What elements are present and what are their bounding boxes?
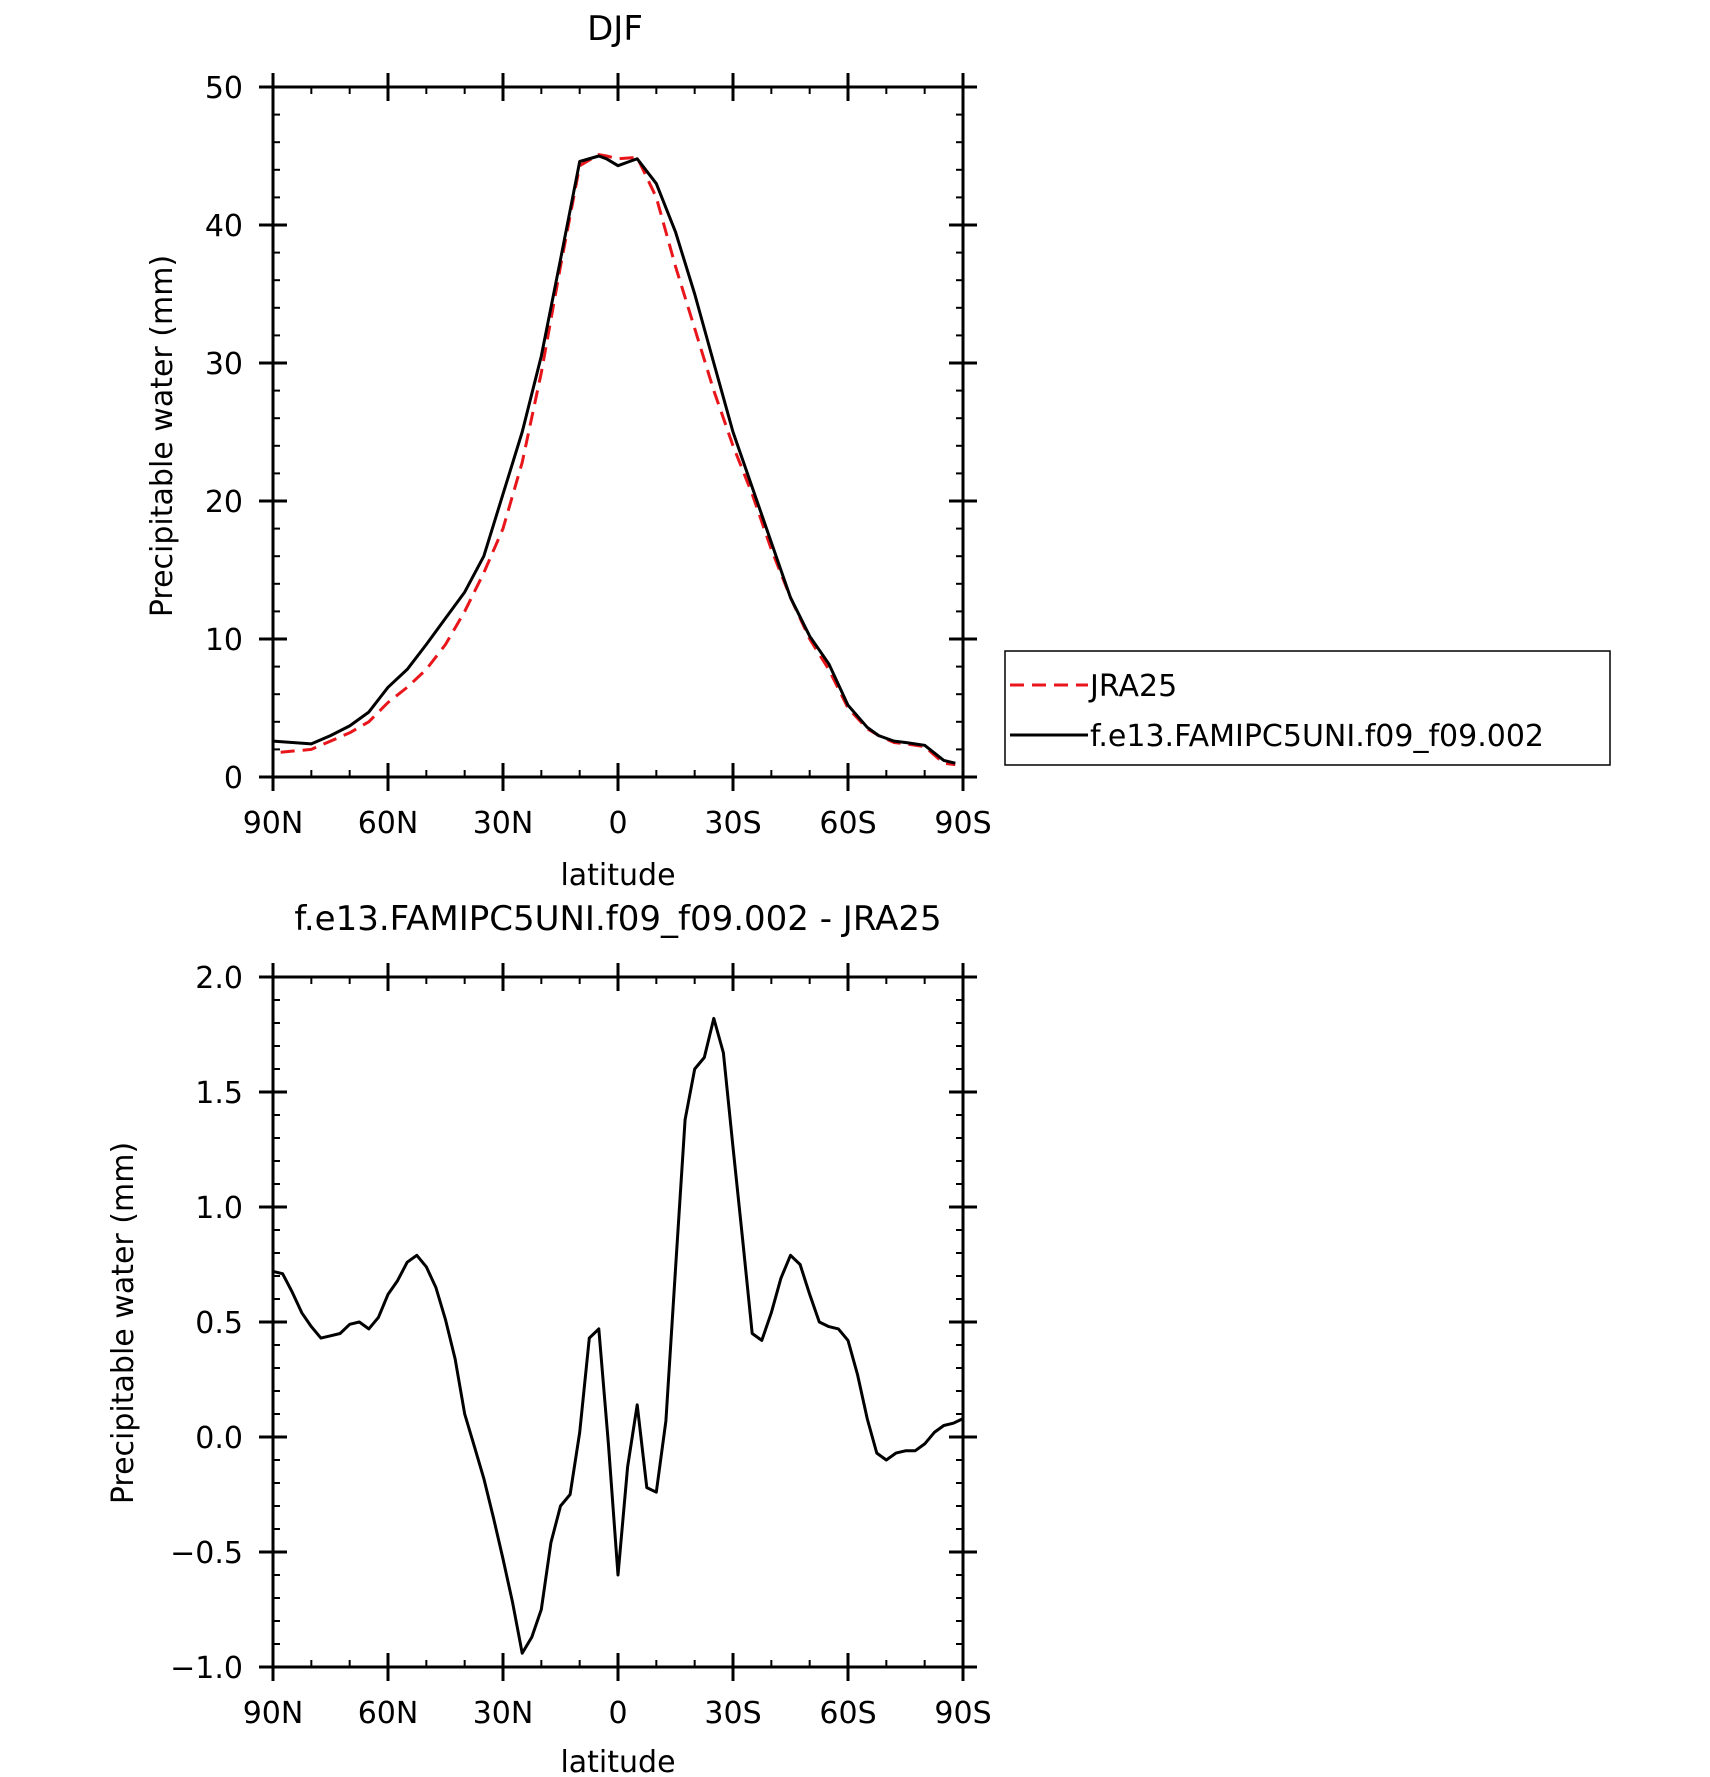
x-tick-label: 90S <box>934 806 991 841</box>
y-tick-label: −0.5 <box>170 1536 243 1571</box>
top-chart-y-axis-label: Precipitable water (mm) <box>145 255 180 617</box>
y-tick-label: 0.5 <box>195 1306 243 1341</box>
top-chart-series <box>272 153 956 767</box>
x-tick-label: 90S <box>934 1696 991 1731</box>
y-tick-label: 1.0 <box>195 1191 243 1226</box>
y-tick-label: −1.0 <box>170 1651 243 1686</box>
top-chart-title: DJF <box>587 9 643 49</box>
y-tick-label: 2.0 <box>195 961 243 996</box>
x-tick-label: 60N <box>358 806 419 841</box>
y-tick-label: 0.0 <box>195 1421 243 1456</box>
y-tick-label: 50 <box>205 71 243 106</box>
top-chart-x-axis-label: latitude <box>560 858 675 893</box>
legend-label-jra25: JRA25 <box>1088 669 1177 704</box>
bottom-chart-ticks: 90N 60N 30N 0 30S 60S 90S −1.0 −0.5 0.0 0.5 1.0 1.5 2… <box>170 961 991 1731</box>
bottom-chart-title: f.e13.FAMIPC5UNI.f09_f09.002 - JRA25 <box>294 899 941 939</box>
bottom-chart: f.e13.FAMIPC5UNI.f09_f09.002 - JRA25 lat… <box>106 899 992 1777</box>
series-line-f-e13-famipc5uni-f09-f09-002 <box>272 154 956 765</box>
x-tick-label: 60S <box>819 806 876 841</box>
legend-label-model: f.e13.FAMIPC5UNI.f09_f09.002 <box>1090 719 1544 754</box>
y-tick-label: 10 <box>205 623 243 658</box>
y-tick-label: 1.5 <box>195 1076 243 1111</box>
top-chart-ticks: 90N 60N 30N 0 30S 60S 90S 0 10 20 30 40 50 <box>205 71 992 841</box>
bottom-chart-x-axis-label: latitude <box>560 1745 675 1777</box>
x-tick-label: 30S <box>704 1696 761 1731</box>
top-chart-plot-frame <box>271 85 965 779</box>
x-tick-label: 0 <box>608 806 627 841</box>
y-tick-label: 0 <box>224 761 243 796</box>
y-tick-label: 20 <box>205 485 243 520</box>
x-tick-label: 90N <box>243 1696 304 1731</box>
y-tick-label: 30 <box>205 347 243 382</box>
y-tick-label: 40 <box>205 209 243 244</box>
bottom-chart-y-axis-label: Precipitable water (mm) <box>106 1142 141 1504</box>
x-tick-label: 0 <box>608 1696 627 1731</box>
legend: JRA25 f.e13.FAMIPC5UNI.f09_f09.002 <box>1004 650 1611 766</box>
x-tick-label: 30N <box>473 806 534 841</box>
x-tick-label: 60S <box>819 1696 876 1731</box>
bottom-chart-series <box>272 1016 964 1655</box>
x-tick-label: 60N <box>358 1696 419 1731</box>
x-tick-label: 90N <box>243 806 304 841</box>
series-line-jra25 <box>280 153 956 767</box>
series-line-difference <box>272 1016 964 1655</box>
legend-box <box>1004 650 1611 766</box>
x-tick-label: 30N <box>473 1696 534 1731</box>
x-tick-label: 30S <box>704 806 761 841</box>
top-chart: DJF latitude Precipitable water (mm) 90N… <box>145 9 992 893</box>
